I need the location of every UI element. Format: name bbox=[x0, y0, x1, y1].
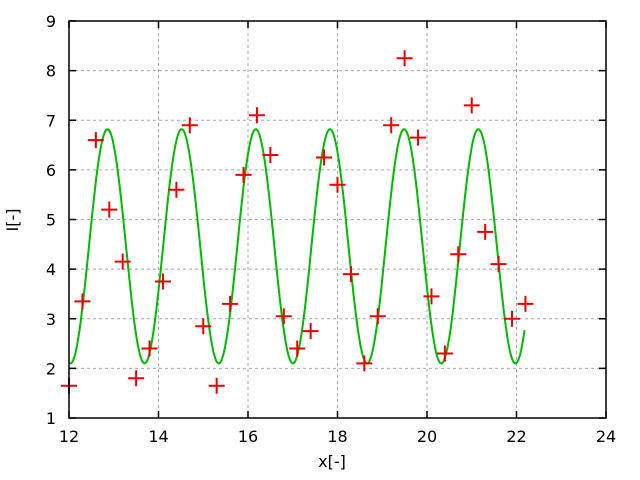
data-point-marker bbox=[369, 308, 386, 325]
data-point-marker bbox=[101, 201, 118, 218]
data-point-marker bbox=[436, 345, 453, 362]
data-point-marker bbox=[517, 295, 534, 312]
data-point-marker bbox=[463, 97, 480, 114]
data-point-marker bbox=[383, 117, 400, 134]
data-point-marker bbox=[342, 266, 359, 283]
x-tick-label: 12 bbox=[59, 427, 79, 446]
x-tick-label: 14 bbox=[148, 427, 168, 446]
data-point-marker bbox=[302, 323, 319, 340]
x-tick-label: 24 bbox=[596, 427, 616, 446]
y-tick-label: 5 bbox=[46, 211, 56, 230]
x-tick-label: 22 bbox=[506, 427, 526, 446]
y-tick-label: 8 bbox=[46, 62, 56, 81]
data-point-marker bbox=[141, 340, 158, 357]
data-point-marker bbox=[262, 146, 279, 163]
data-point-marker bbox=[410, 129, 427, 146]
y-tick-label: 9 bbox=[46, 12, 56, 31]
x-tick-label: 20 bbox=[417, 427, 437, 446]
data-point-marker bbox=[275, 308, 292, 325]
y-tick-label: 2 bbox=[46, 359, 56, 378]
data-point-marker bbox=[356, 355, 373, 372]
data-point-marker bbox=[128, 370, 145, 387]
data-point-marker bbox=[289, 340, 306, 357]
y-axis-label: I[-] bbox=[3, 209, 22, 232]
data-point-marker bbox=[477, 223, 494, 240]
grid-layer bbox=[69, 21, 606, 418]
fit-curve-layer bbox=[68, 128, 526, 365]
data-point-marker bbox=[423, 288, 440, 305]
data-point-marker bbox=[329, 176, 346, 193]
data-point-marker bbox=[168, 181, 185, 198]
fit-curve bbox=[68, 128, 526, 365]
data-point-marker bbox=[504, 310, 521, 327]
data-point-marker bbox=[74, 293, 91, 310]
y-tick-label: 6 bbox=[46, 161, 56, 180]
data-point-marker bbox=[114, 253, 131, 270]
data-point-marker bbox=[235, 166, 252, 183]
data-point-marker bbox=[222, 295, 239, 312]
data-point-marker bbox=[208, 377, 225, 394]
data-point-marker bbox=[316, 149, 333, 166]
x-axis-label: x[-] bbox=[318, 452, 346, 471]
data-point-marker bbox=[87, 132, 104, 149]
x-tick-label: 18 bbox=[327, 427, 347, 446]
data-point-marker bbox=[195, 318, 212, 335]
y-tick-label: 4 bbox=[46, 260, 56, 279]
data-points-layer bbox=[61, 50, 534, 394]
data-point-marker bbox=[154, 273, 171, 290]
data-point-marker bbox=[490, 256, 507, 273]
y-tick-label: 3 bbox=[46, 310, 56, 329]
y-tick-label: 7 bbox=[46, 111, 56, 130]
x-tick-label: 16 bbox=[238, 427, 258, 446]
data-point-marker bbox=[396, 50, 413, 67]
y-tick-label: 1 bbox=[46, 409, 56, 428]
data-point-marker bbox=[248, 107, 265, 124]
tick-marks-layer bbox=[68, 20, 607, 419]
data-point-marker bbox=[450, 246, 467, 263]
data-point-marker bbox=[181, 117, 198, 134]
